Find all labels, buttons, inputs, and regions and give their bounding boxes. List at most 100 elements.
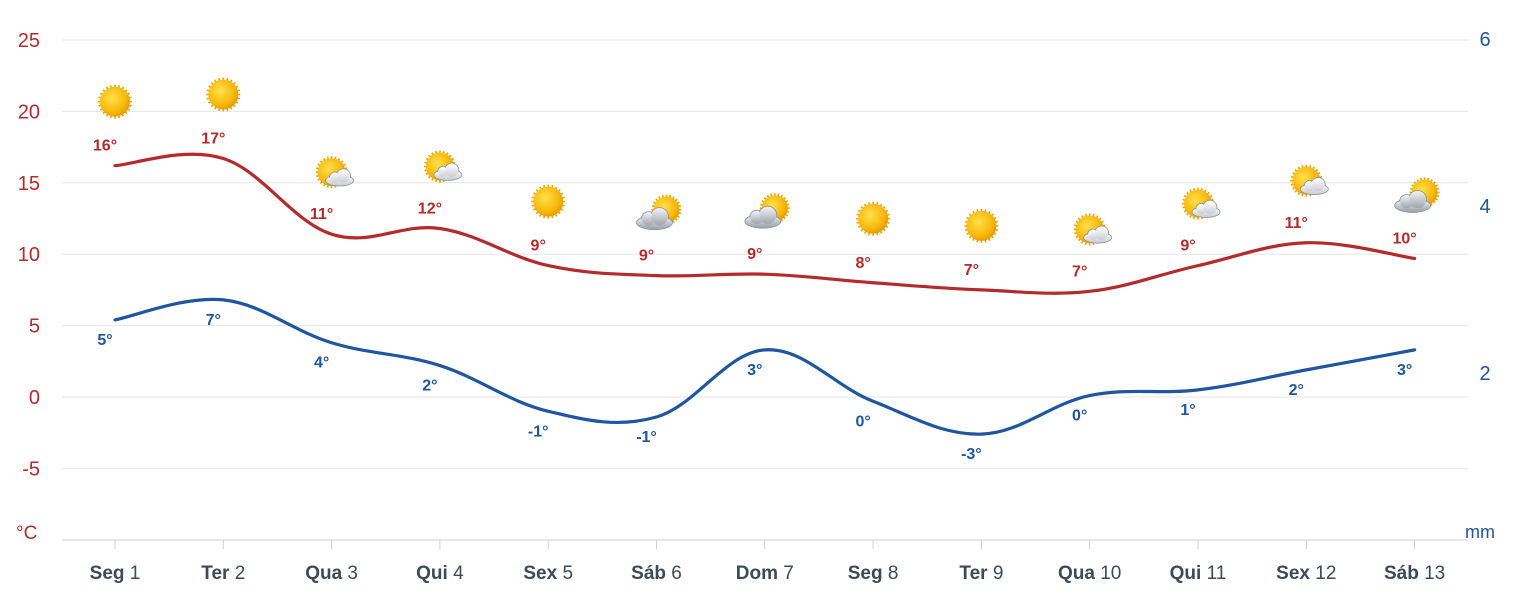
- day-axis: Seg 1 Ter 2 Qua 3 Qui 4 Sex 5 Sáb 6 Dom 7 Seg 8…: [90, 540, 1445, 584]
- day-of-week: Qua: [305, 563, 342, 584]
- day-number: 1: [125, 563, 141, 584]
- min-temp-label: 4°: [314, 355, 329, 372]
- min-temp-label: 7°: [206, 312, 221, 329]
- data-labels: 16° 17° 11° 12° 9° 9° 9° 8° 7° 7° 9° 11° 10° 5° 7° 4° 2°…: [93, 131, 1417, 464]
- partly-cloudy-icon: [423, 150, 463, 183]
- y-right-unit-label: mm: [1465, 522, 1495, 542]
- y-right-tick-label: 4: [1479, 196, 1490, 218]
- sun-icon: [206, 77, 241, 112]
- partly-cloudy-icon: [1182, 187, 1221, 220]
- y-left-tick-label: 15: [18, 173, 40, 195]
- day-label: Sex 5: [523, 563, 573, 584]
- max-temp-label: 9°: [639, 248, 654, 265]
- y-left-unit-label: °C: [16, 523, 37, 544]
- max-temp-label: 11°: [310, 206, 333, 223]
- cloud-shape: [1394, 190, 1431, 213]
- day-number: 13: [1419, 563, 1445, 584]
- cloud-shape: [1083, 225, 1113, 244]
- day-number: 2: [229, 563, 245, 584]
- day-label: Seg 1: [90, 563, 141, 584]
- cloud-shape: [325, 168, 355, 187]
- day-number: 3: [342, 563, 358, 584]
- sun-disc: [858, 203, 889, 234]
- mostly-cloudy-icon: [744, 193, 790, 229]
- y-left-tick-label: 0: [29, 387, 40, 409]
- max-temp-label: 9°: [747, 246, 762, 263]
- cloud-shape: [433, 162, 463, 181]
- sun-icon: [531, 184, 566, 219]
- min-temp-label: -1°: [636, 429, 657, 446]
- day-number: 9: [988, 563, 1004, 584]
- min-temp-label: 2°: [422, 378, 437, 395]
- y-left-tick-label: 20: [18, 101, 40, 123]
- max-temp-label: 16°: [93, 138, 117, 155]
- sun-disc: [966, 210, 997, 241]
- day-of-week: Sáb: [1384, 563, 1419, 584]
- min-temp-label: 3°: [1397, 362, 1412, 379]
- day-label: Qua 10: [1058, 563, 1121, 584]
- day-of-week: Dom: [736, 563, 778, 584]
- grid: [62, 39, 1468, 541]
- day-label: Sáb 13: [1384, 563, 1445, 584]
- min-temp-label: -1°: [528, 423, 549, 440]
- day-label: Seg 8: [848, 563, 899, 584]
- y-left-tick-label: 25: [18, 30, 40, 52]
- day-number: 4: [448, 563, 464, 584]
- cloud-shape: [1191, 199, 1221, 218]
- sun-icon: [856, 201, 891, 236]
- partly-cloudy-icon: [315, 156, 355, 189]
- sun-disc: [208, 79, 239, 110]
- day-of-week: Sáb: [631, 563, 666, 584]
- max-temp-label: 17°: [201, 131, 225, 148]
- day-label: Sex 12: [1276, 563, 1336, 584]
- min-temp-label: 0°: [855, 413, 870, 430]
- day-label: Qui 11: [1170, 563, 1227, 584]
- max-temp-label: 11°: [1285, 215, 1308, 232]
- day-of-week: Sex: [1276, 563, 1310, 584]
- mostly-cloudy-icon: [1394, 177, 1440, 213]
- max-temperature-line: [113, 152, 1417, 295]
- day-of-week: Qua: [1058, 563, 1095, 584]
- day-of-week: Qui: [1170, 563, 1202, 584]
- y-left-tick-label: 5: [29, 316, 40, 338]
- day-of-week: Sex: [523, 563, 557, 584]
- day-number: 8: [883, 563, 899, 584]
- day-of-week: Seg: [848, 563, 883, 584]
- y-left-tick-label: 10: [18, 244, 40, 266]
- day-label: Ter 2: [201, 563, 245, 584]
- day-number: 6: [666, 563, 682, 584]
- day-of-week: Qui: [416, 563, 448, 584]
- max-temp-label: 7°: [964, 262, 979, 279]
- day-number: 12: [1310, 563, 1336, 584]
- precipitation-axis: 6 4 2 mm: [1465, 29, 1495, 542]
- max-temp-label: 10°: [1392, 230, 1416, 247]
- max-temp-label: 7°: [1072, 263, 1087, 280]
- max-temp-label: 12°: [418, 200, 442, 217]
- max-temp-label: 9°: [1180, 238, 1195, 255]
- max-temp-label: 8°: [855, 255, 870, 272]
- day-number: 10: [1095, 563, 1121, 584]
- max-temp-label: 9°: [531, 238, 546, 255]
- day-number: 7: [778, 563, 794, 584]
- series-lines: [113, 152, 1417, 436]
- cloud-shape: [744, 205, 782, 229]
- day-label: Dom 7: [736, 563, 794, 584]
- day-label: Qui 4: [416, 563, 464, 584]
- sun-icon: [964, 208, 999, 243]
- weather-icons: [98, 77, 1440, 246]
- partly-cloudy-icon: [1290, 164, 1329, 197]
- mostly-cloudy-icon: [636, 194, 682, 231]
- min-temp-label: 1°: [1180, 402, 1195, 419]
- temperature-axis: 25 20 15 10 5 0 -5 °C: [16, 30, 40, 544]
- day-of-week: Ter: [201, 563, 230, 584]
- day-number: 5: [557, 563, 573, 584]
- day-number: 11: [1201, 563, 1226, 584]
- y-right-tick-label: 2: [1479, 363, 1490, 385]
- day-of-week: Seg: [90, 563, 125, 584]
- y-right-tick-label: 6: [1479, 29, 1490, 51]
- min-temp-label: 0°: [1072, 408, 1087, 425]
- min-temp-label: 2°: [1289, 382, 1304, 399]
- day-of-week: Ter: [959, 563, 988, 584]
- day-label: Qua 3: [305, 563, 358, 584]
